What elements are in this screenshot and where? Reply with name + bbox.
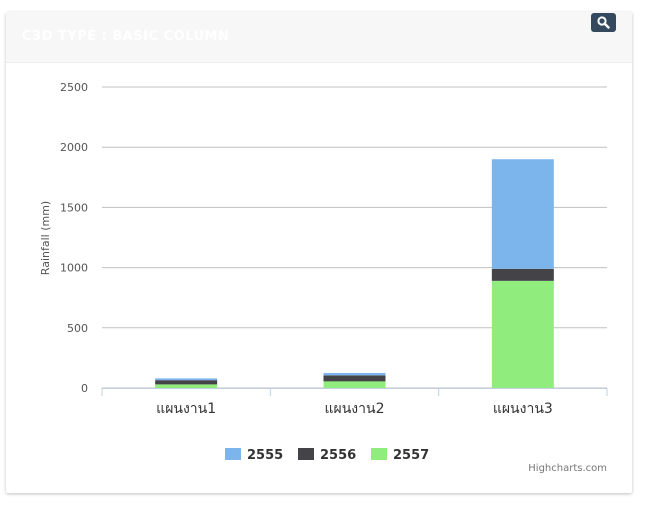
zoom-search-button[interactable] (591, 13, 616, 32)
y-tick-label: 500 (67, 322, 88, 335)
bar-2556-1 (155, 380, 218, 385)
y-tick-label: 2500 (60, 81, 88, 94)
card-title: C3D TYPE : BASIC COLUMN (22, 29, 230, 44)
legend-item-2556[interactable]: 2556 (320, 448, 356, 463)
card-header: C3D TYPE : BASIC COLUMN (6, 12, 632, 63)
search-icon (597, 16, 610, 29)
legend-item-2555[interactable]: 2555 (247, 448, 283, 463)
legend-swatch-2557[interactable] (371, 448, 387, 460)
bar-2556-3 (491, 268, 554, 281)
legend-swatch-2555[interactable] (225, 448, 241, 460)
legend-swatch-2556[interactable] (298, 448, 314, 460)
stacked-bars (155, 159, 554, 388)
credits-link[interactable]: Highcharts.com (528, 463, 607, 474)
x-category-label: แผนงาน3 (493, 401, 553, 417)
y-tick-labels: 0 500 1000 1500 2000 2500 (60, 81, 88, 395)
bar-2555-2 (323, 372, 386, 376)
bar-2557-3 (491, 280, 554, 388)
bar-2557-2 (323, 381, 386, 388)
x-category-label: แผนงาน1 (156, 401, 216, 417)
bar-2555-3 (491, 159, 554, 269)
bar-2556-2 (323, 375, 386, 382)
x-category-label: แผนงาน2 (325, 401, 385, 417)
bar-2555-1 (155, 378, 218, 381)
y-tick-label: 0 (81, 382, 88, 395)
legend[interactable]: 2555 2556 2557 (225, 448, 429, 463)
y-tick-label: 1000 (60, 262, 88, 275)
x-axis: แผนงาน1 แผนงาน2 แผนงาน3 (101, 388, 608, 417)
legend-item-2557[interactable]: 2557 (393, 448, 429, 463)
bar-2557-1 (155, 384, 218, 388)
y-tick-label: 2000 (60, 141, 88, 154)
y-axis-title: Rainfall (mm) (39, 201, 52, 275)
y-tick-label: 1500 (60, 201, 88, 214)
